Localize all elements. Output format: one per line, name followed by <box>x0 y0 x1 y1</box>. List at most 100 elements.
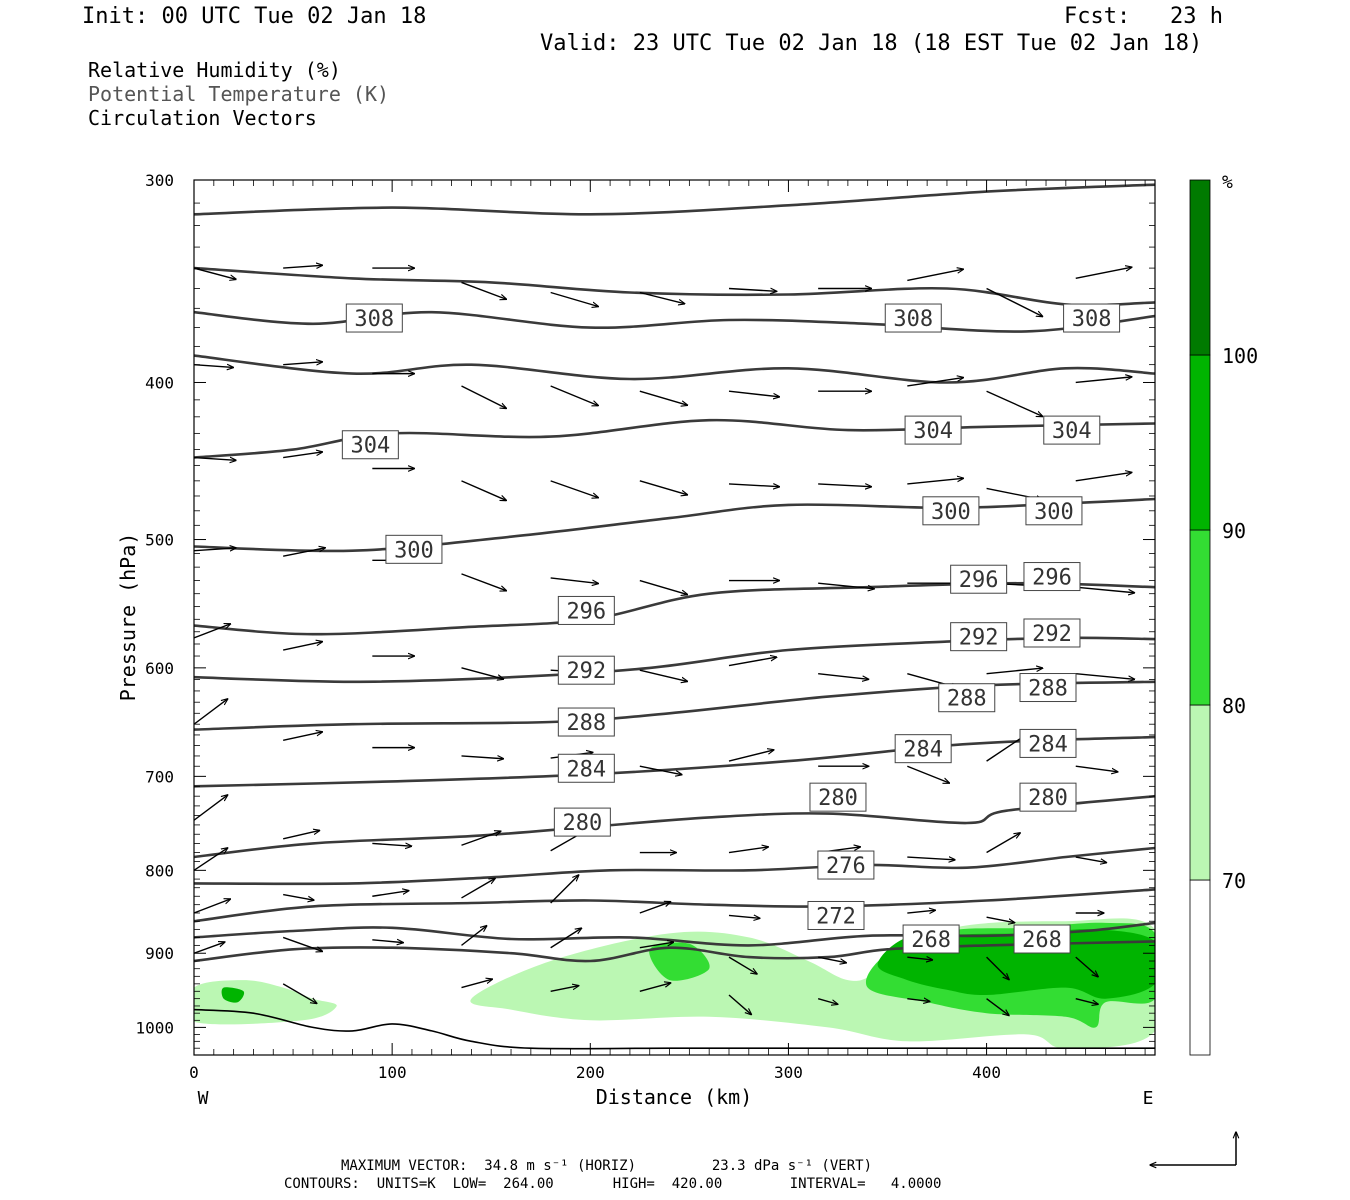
svg-text:268: 268 <box>911 928 951 953</box>
theta-contour-296 <box>194 581 1155 636</box>
circulation-vector <box>728 994 751 1015</box>
circulation-vector <box>461 281 506 299</box>
y-tick-label: 700 <box>145 767 174 786</box>
circulation-vector <box>728 288 777 291</box>
circulation-vector <box>194 795 228 821</box>
svg-text:296: 296 <box>1032 566 1072 591</box>
circulation-vector <box>372 940 403 943</box>
theta-contour-292 <box>194 636 1155 684</box>
circulation-vector <box>194 624 230 639</box>
circulation-vector <box>639 942 674 949</box>
circulation-vector <box>283 830 319 840</box>
circulation-vector <box>728 847 768 854</box>
svg-text:280: 280 <box>562 811 602 836</box>
x-tick-label: 0 <box>189 1063 199 1082</box>
contour-label: 288 <box>557 707 615 737</box>
circulation-vector <box>907 378 963 387</box>
contour-label: 276 <box>817 850 875 880</box>
theta-contour-288 <box>194 680 1155 731</box>
circulation-vector <box>282 983 317 1004</box>
circulation-vector <box>728 956 757 974</box>
circulation-vector <box>728 750 774 762</box>
circulation-vector <box>1075 673 1135 680</box>
circulation-vector <box>639 669 688 681</box>
circulation-vector <box>1075 765 1118 772</box>
x-axis-left-label: W <box>198 1088 209 1109</box>
contour-label-layer: 308 308 308 304 304 304 300 300 300 296 296 296 292 2… <box>341 303 1121 954</box>
colorbar-level-label: 70 <box>1222 869 1246 893</box>
colorbar-segment <box>1189 529 1211 706</box>
circulation-vector <box>986 998 1009 1016</box>
contour-label: 300 <box>1025 496 1083 526</box>
contour-label: 308 <box>884 303 942 333</box>
x-tick-label: 100 <box>378 1063 407 1082</box>
theta-contour-304 <box>194 418 1155 459</box>
circulation-vector <box>283 548 325 557</box>
rh-region-80 <box>649 942 710 981</box>
legend-rh: Relative Humidity (%) <box>88 58 341 82</box>
contour-label: 296 <box>1023 562 1081 592</box>
svg-text:304: 304 <box>913 419 953 444</box>
circulation-vector <box>550 291 599 307</box>
circulation-vector <box>194 848 228 871</box>
colorbar-segment <box>1189 354 1211 531</box>
circulation-vector <box>283 642 322 651</box>
circulation-vector <box>194 267 236 279</box>
circulation-vector <box>1075 956 1098 977</box>
circulation-vector <box>818 673 868 680</box>
svg-text:288: 288 <box>566 711 606 736</box>
circulation-vector <box>728 657 777 667</box>
circulation-vector <box>986 287 1043 316</box>
circulation-vector <box>986 833 1021 854</box>
colorbar-level-label: 100 <box>1222 344 1258 368</box>
vector-layer <box>194 265 1135 1015</box>
circulation-vector <box>461 831 500 846</box>
svg-text:284: 284 <box>903 738 943 763</box>
svg-text:292: 292 <box>566 659 606 684</box>
circulation-vector <box>639 390 688 405</box>
circulation-vector <box>550 875 579 904</box>
circulation-vector <box>283 893 314 901</box>
colorbar-level-label: 90 <box>1222 519 1246 543</box>
svg-text:280: 280 <box>1028 786 1068 811</box>
rh-region-90 <box>221 987 245 1003</box>
circulation-vector <box>283 265 322 268</box>
theta-contour-280 <box>194 794 1155 859</box>
y-tick-label: 900 <box>145 944 174 963</box>
svg-text:284: 284 <box>566 757 606 782</box>
svg-text:288: 288 <box>947 687 987 712</box>
circulation-vector <box>907 269 963 282</box>
y-tick-label: 500 <box>145 531 174 550</box>
circulation-vector <box>1075 267 1132 280</box>
contour-label: 304 <box>341 430 399 460</box>
x-axis-title: Distance (km) <box>596 1085 753 1109</box>
theta-contour-304 <box>194 354 1155 384</box>
circulation-vector <box>728 915 760 918</box>
circulation-vector <box>194 458 236 461</box>
svg-text:308: 308 <box>1072 307 1112 332</box>
circulation-vector <box>818 956 846 963</box>
svg-text:292: 292 <box>1032 622 1072 647</box>
contour-label: 284 <box>557 753 615 783</box>
y-tick-label: 400 <box>145 373 174 392</box>
theta-contour-308 <box>194 183 1155 216</box>
circulation-vector <box>1075 856 1107 863</box>
circulation-vector <box>907 957 932 960</box>
circulation-vector <box>818 582 874 589</box>
circulation-vector <box>283 362 322 365</box>
legend-theta: Potential Temperature (K) <box>88 82 390 106</box>
svg-text:304: 304 <box>350 434 390 459</box>
circulation-vector <box>639 902 671 914</box>
circulation-vector <box>639 983 671 992</box>
svg-text:300: 300 <box>931 500 971 525</box>
y-tick-label: 300 <box>145 171 174 190</box>
circulation-vector <box>907 999 929 1002</box>
y-tick-label: 800 <box>145 861 174 880</box>
svg-text:272: 272 <box>816 904 856 929</box>
contour-label: 308 <box>345 303 403 333</box>
circulation-vector <box>1075 377 1132 384</box>
circulation-vector <box>728 484 779 487</box>
colorbar-segment <box>1189 704 1211 881</box>
contour-label: 300 <box>922 496 980 526</box>
svg-text:296: 296 <box>566 599 606 624</box>
